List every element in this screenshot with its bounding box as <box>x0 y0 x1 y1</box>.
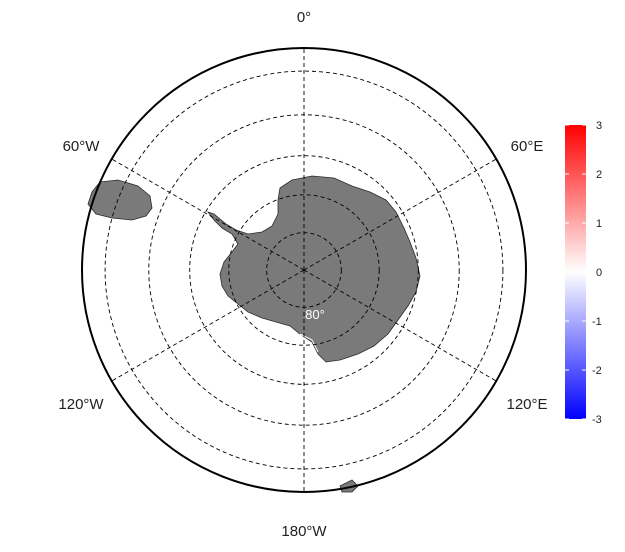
lat-label-80: 80° <box>305 307 325 322</box>
graticule <box>104 48 504 492</box>
lon-label-60e: 60°E <box>511 138 544 155</box>
lon-label-120e: 120°E <box>506 396 547 413</box>
latitude-circle <box>228 194 380 346</box>
colorbar-tick-label: 3 <box>596 120 602 132</box>
longitude-line <box>111 269 305 382</box>
latitude-labels: 80° 50° <box>305 307 325 469</box>
lon-label-120w: 120°W <box>58 396 104 413</box>
longitude-line <box>111 158 305 271</box>
lat-label-50: 50° <box>305 454 325 469</box>
antarctica-landmass <box>206 175 421 363</box>
south-america-tip <box>87 179 153 221</box>
land-masses <box>87 175 421 493</box>
colorbar-tick-label: -3 <box>592 414 602 426</box>
lon-label-60w: 60°W <box>63 138 101 155</box>
map-boundary <box>81 47 527 493</box>
longitude-line <box>303 269 497 382</box>
lon-label-0: 0° <box>297 9 311 26</box>
colorbar-ticks <box>565 124 586 420</box>
colorbar-tick-label: -2 <box>592 365 602 377</box>
colorbar-tick-label: -1 <box>592 316 602 328</box>
latitude-circle <box>189 155 419 385</box>
colorbar-tick-label: 1 <box>596 218 602 230</box>
latitude-circle <box>104 70 504 470</box>
colorbar-tick-label: 2 <box>596 169 602 181</box>
colorbar: 3 2 1 0 -1 -2 -3 <box>565 120 602 426</box>
colorbar-ramp <box>565 125 586 419</box>
longitude-labels: 0° 60°E 120°E 180°W 120°W 60°W <box>58 9 547 540</box>
longitude-line <box>303 158 497 271</box>
lon-label-180w: 180°W <box>281 523 327 540</box>
colorbar-tick-label: 0 <box>596 267 602 279</box>
